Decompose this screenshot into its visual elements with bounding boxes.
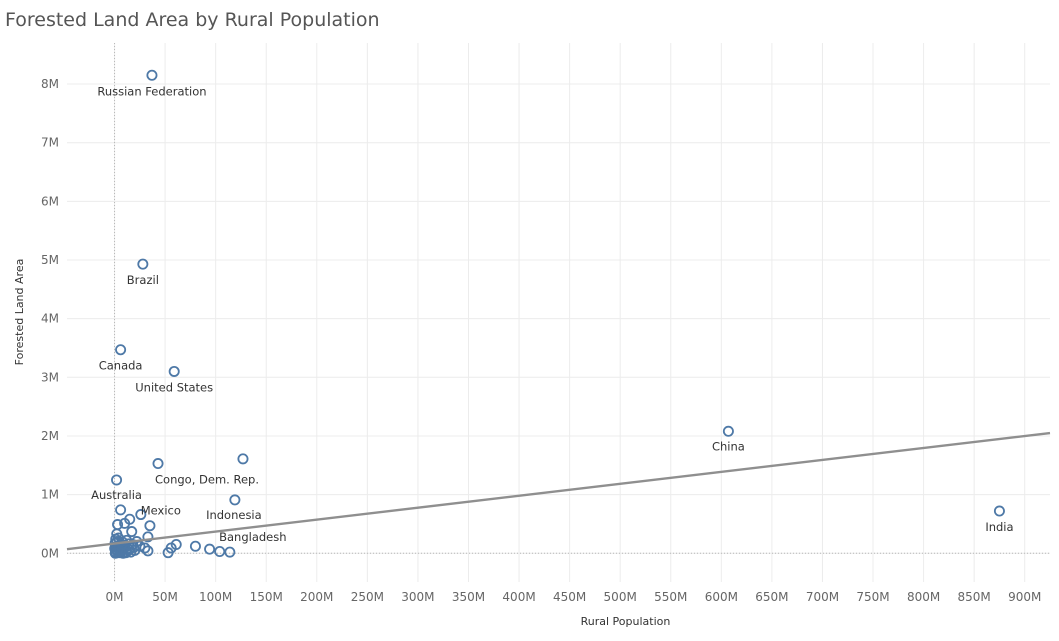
x-axis-title: Rural Population [581,615,671,628]
x-tick-label: 150M [250,590,283,604]
y-axis-title: Forested Land Area [13,259,26,366]
data-point [224,546,236,558]
point-label: United States [135,380,213,394]
data-point [139,542,151,554]
x-tick-label: 250M [351,590,384,604]
data-point [120,547,132,559]
y-tick-label: 1M [41,488,59,502]
data-point [189,540,201,552]
x-tick-label: 650M [755,590,788,604]
trend-line [66,431,1051,551]
data-point [119,517,131,529]
data-point [168,365,180,377]
data-point [135,509,147,521]
data-point [214,546,226,558]
point-label: Bangladesh [219,530,286,544]
x-tick-label: 500M [604,590,637,604]
y-tick-label: 4M [41,312,59,326]
data-point [152,458,164,470]
data-point [137,258,149,270]
x-tick-label: 450M [553,590,586,604]
point-label: Mexico [141,504,181,518]
y-tick-label: 7M [41,136,59,150]
data-point [111,528,123,540]
point-label: China [712,439,745,453]
x-tick-label: 400M [502,590,535,604]
y-tick-label: 3M [41,370,59,384]
point-label: India [985,520,1013,534]
data-point [111,474,123,486]
y-tick-label: 0M [41,546,59,560]
x-tick-label: 350M [452,590,485,604]
data-point [165,542,177,554]
x-tick-label: 850M [958,590,991,604]
data-point [126,526,138,538]
y-tick-label: 6M [41,194,59,208]
data-point [109,547,121,559]
y-tick-label: 5M [41,253,59,267]
data-point [993,505,1005,517]
point-label: Russian Federation [97,84,206,98]
data-point [142,545,154,557]
point-label: Brazil [127,273,159,287]
data-point [115,344,127,356]
data-point [128,541,140,553]
x-tick-label: 200M [300,590,333,604]
data-point [237,453,249,465]
y-tick-label: 8M [41,77,59,91]
point-label: Australia [91,488,142,502]
data-point [142,531,154,543]
y-tick-label: 2M [41,429,59,443]
chart-title: Forested Land Area by Rural Population [5,9,380,31]
x-tick-label: 50M [152,590,178,604]
x-tick-label: 750M [856,590,889,604]
data-point [144,520,156,532]
x-tick-label: 800M [907,590,940,604]
x-tick-label: 550M [654,590,687,604]
x-tick-label: 600M [705,590,738,604]
point-label: Congo, Dem. Rep. [155,473,259,487]
x-tick-label: 0M [106,590,124,604]
data-point [146,69,158,81]
data-point [204,543,216,555]
x-tick-label: 300M [401,590,434,604]
data-point [229,494,241,506]
data-point [115,504,127,516]
data-point [722,425,734,437]
x-tick-label: 900M [1008,590,1041,604]
point-label: Indonesia [206,508,262,522]
point-label: Canada [99,359,143,373]
x-tick-label: 100M [199,590,232,604]
x-tick-label: 700M [806,590,839,604]
